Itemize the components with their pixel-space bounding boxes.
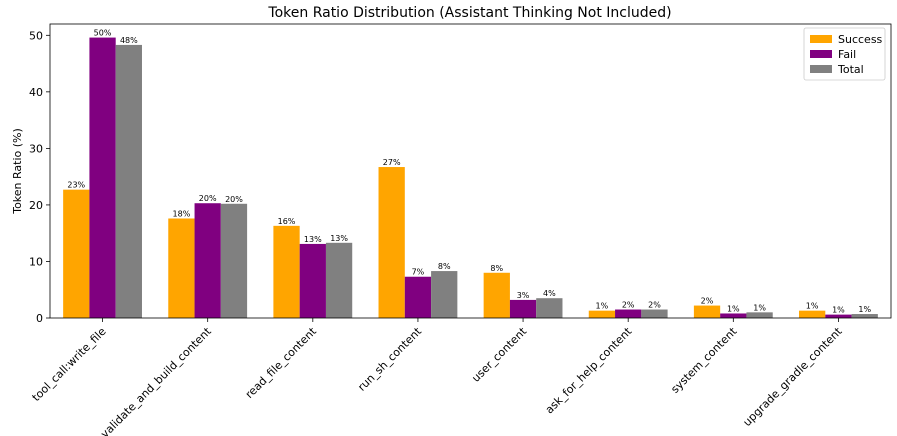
y-tick-label: 0 (36, 312, 43, 325)
data-label: 23% (67, 181, 85, 190)
bar-fail (615, 309, 642, 318)
bar-total (115, 44, 142, 319)
bar-total (746, 312, 773, 318)
y-axis-label: Token Ratio (%) (11, 128, 24, 215)
bar-total (325, 242, 353, 318)
data-label: 50% (94, 29, 112, 38)
bar-fail (509, 299, 537, 318)
bar-success (378, 167, 405, 318)
legend-swatch-total (810, 65, 832, 73)
data-label: 8% (438, 262, 451, 271)
data-label: 20% (225, 195, 243, 204)
bar-fail (720, 313, 747, 318)
bar-success (693, 305, 721, 318)
y-tick-label: 10 (29, 255, 43, 268)
bar-fail (89, 37, 116, 318)
legend-label-total: Total (837, 63, 864, 76)
x-tick-label: tool_call:write_file (30, 325, 109, 404)
bar-success (63, 189, 90, 318)
data-label: 1% (753, 303, 766, 312)
data-label: 20% (199, 194, 217, 203)
bar-success (273, 225, 300, 318)
x-tick-label: system_content (668, 324, 739, 395)
data-label: 16% (278, 217, 296, 226)
x-tick-label: validate_and_build_content (98, 324, 214, 436)
data-label: 18% (173, 209, 191, 218)
x-tick-label: user_content (469, 324, 529, 384)
x-tick-label: read_file_content (243, 324, 320, 401)
bar-fail (194, 203, 221, 318)
y-tick-label: 50 (29, 29, 43, 42)
bar-success (588, 310, 616, 318)
data-label: 13% (304, 235, 322, 244)
data-label: 1% (596, 302, 609, 311)
bar-fail (299, 243, 326, 318)
bar-fail (404, 276, 432, 318)
legend: Success Fail Total (803, 27, 886, 81)
data-label: 48% (120, 36, 138, 45)
bar-success (799, 310, 826, 318)
data-label: 3% (517, 291, 530, 300)
x-tick-label: ask_for_help_content (543, 324, 635, 416)
bar-total (641, 309, 668, 318)
x-tick-label: run_sh_content (355, 324, 424, 393)
data-label: 1% (727, 304, 740, 313)
data-label: 7% (412, 268, 425, 277)
data-label: 2% (701, 297, 714, 306)
y-tick-label: 40 (29, 86, 43, 99)
data-label: 13% (330, 234, 348, 243)
data-label: 27% (383, 158, 401, 167)
legend-swatch-fail (810, 50, 832, 58)
x-tick-label: upgrade_gradle_content (741, 324, 846, 429)
plot-frame (49, 23, 892, 319)
data-label: 4% (543, 289, 556, 298)
legend-swatch-success (810, 35, 832, 43)
data-label: 1% (858, 305, 871, 314)
chart-title: Token Ratio Distribution (Assistant Thin… (267, 5, 671, 21)
data-label: 8% (490, 264, 503, 273)
data-label: 1% (806, 302, 819, 311)
bar-total (220, 203, 248, 318)
y-tick-label: 20 (29, 199, 43, 212)
data-label: 2% (648, 301, 661, 310)
bar-fail (825, 314, 852, 318)
legend-label-fail: Fail (838, 48, 856, 61)
bar-total (536, 298, 563, 318)
data-label: 1% (832, 306, 845, 315)
bar-success (168, 218, 195, 318)
y-tick-label: 30 (29, 142, 43, 155)
data-label: 2% (622, 301, 635, 310)
legend-label-success: Success (838, 33, 883, 46)
bar-success (483, 272, 510, 318)
bar-total (851, 314, 878, 318)
plot-area: 23% 18% 16% 27% 8% 1% 2% 1% 50% 20% 13% 7% 3% 2% 1% 1% 4… (29, 23, 892, 436)
bar-total (431, 271, 458, 318)
